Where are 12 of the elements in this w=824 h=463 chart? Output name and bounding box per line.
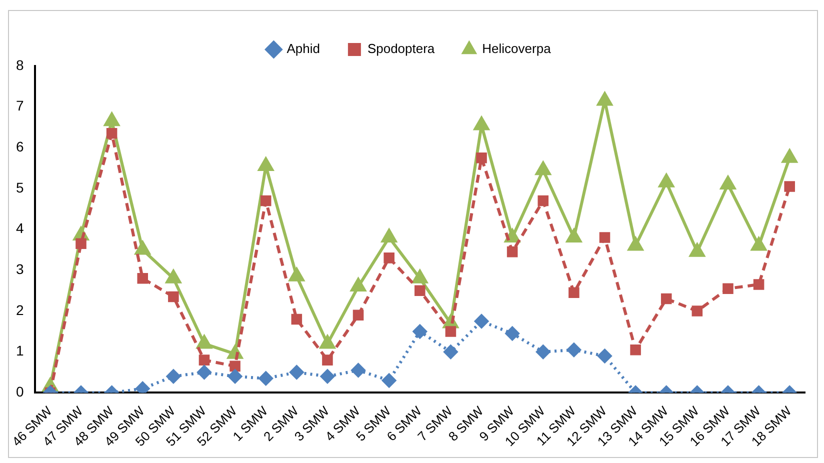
y-tick-label: 3 [16, 261, 24, 278]
legend-label: Spodoptera [367, 41, 436, 56]
y-tick-label: 0 [16, 384, 24, 400]
y-tick-label: 1 [16, 342, 24, 359]
legend-label: Aphid [286, 41, 320, 56]
y-tick-label: 7 [16, 98, 24, 114]
y-tick-label: 5 [16, 179, 24, 196]
y-tick-label: 8 [16, 56, 24, 73]
y-tick-label: 6 [16, 138, 24, 155]
y-tick-label: 2 [16, 302, 24, 318]
y-tick-label: 4 [16, 220, 24, 236]
legend-label: Helicoverpa [482, 41, 552, 56]
